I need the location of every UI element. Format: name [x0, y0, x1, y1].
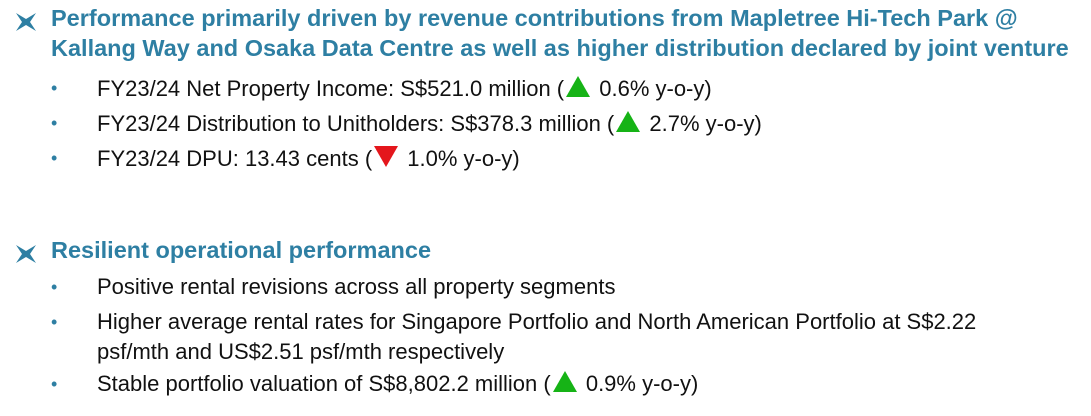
item-text-before: FY23/24 DPU: 13.43 cents ( — [97, 146, 373, 171]
section-heading: Performance primarily driven by revenue … — [51, 5, 1069, 61]
item-text-after: 2.7% y-o-y) — [643, 111, 762, 136]
list-item: • Positive rental revisions across all p… — [0, 271, 1091, 303]
up-triangle-icon — [616, 111, 641, 132]
down-triangle-icon — [374, 146, 399, 167]
list-item: • FY23/24 DPU: 13.43 cents ( 1.0% y-o-y) — [0, 141, 1091, 176]
section-heading: Resilient operational performance — [51, 237, 432, 263]
item-text-before: Stable portfolio valuation of S$8,802.2 … — [97, 370, 551, 396]
item-text-after: 1.0% y-o-y) — [401, 146, 520, 171]
list-item: • Higher average rental rates for Singap… — [0, 307, 1027, 367]
list-item: • FY23/24 Distribution to Unitholders: S… — [0, 106, 1091, 141]
item-text-before: FY23/24 Distribution to Unitholders: S$3… — [97, 111, 615, 136]
section-heading-row: Resilient operational performance — [0, 236, 1091, 266]
item-text: Positive rental revisions across all pro… — [97, 273, 616, 299]
bullet-dot-icon: • — [51, 113, 58, 133]
bullet-dot-icon: • — [51, 373, 58, 394]
bullet-dot-icon: • — [51, 78, 58, 98]
heading-bullet-icon — [16, 245, 36, 263]
up-triangle-icon — [566, 76, 591, 97]
bullet-dot-icon: • — [51, 148, 58, 168]
item-text-after: 0.9% y-o-y) — [579, 370, 699, 396]
item-text-after: 0.6% y-o-y) — [593, 76, 712, 101]
list-item: • FY23/24 Net Property Income: S$521.0 m… — [0, 71, 1091, 106]
bullet-dot-icon: • — [51, 311, 58, 332]
bullet-dot-icon: • — [51, 276, 58, 297]
item-text: Higher average rental rates for Singapor… — [97, 308, 977, 364]
section-operational: Resilient operational performance • Posi… — [0, 236, 1091, 401]
section-heading-row: Performance primarily driven by revenue … — [0, 4, 1091, 63]
section-performance: Performance primarily driven by revenue … — [0, 4, 1091, 176]
up-triangle-icon — [552, 370, 577, 392]
item-text-before: FY23/24 Net Property Income: S$521.0 mil… — [97, 76, 565, 101]
heading-bullet-icon — [16, 13, 36, 31]
list-item: • Stable portfolio valuation of S$8,802.… — [0, 367, 1091, 401]
